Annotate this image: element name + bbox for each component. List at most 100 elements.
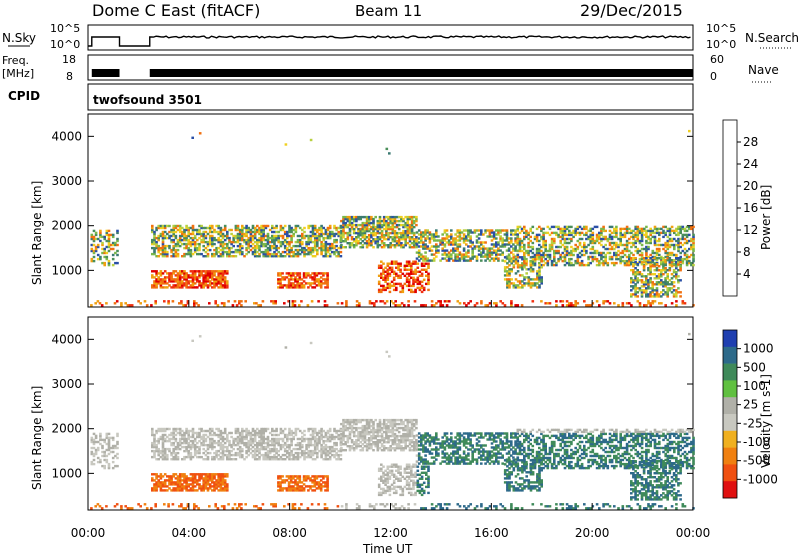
power-cell [679,295,682,298]
power-cell [454,243,457,246]
power-cell [589,227,592,231]
power-cell [598,259,601,263]
power-cell [219,274,223,277]
power-cell [521,258,524,261]
power-cell [157,282,160,285]
velocity-cell [359,449,362,452]
power-cell [679,237,682,241]
power-cell [465,259,468,262]
power-cell [324,244,328,248]
power-cell [296,278,299,281]
power-cell [292,284,295,287]
power-cell [238,230,242,234]
power-cell [589,251,592,255]
power-cell [361,236,365,239]
power-cell [636,229,640,233]
velocity-cell [228,431,231,435]
power-cell [580,227,584,231]
power-cell [326,236,330,240]
power-cell [258,236,261,240]
velocity-cell [163,453,167,457]
velocity-cell [211,445,214,449]
power-cell [186,302,190,305]
power-cell [221,280,225,283]
power-cell [288,224,291,228]
power-cell [490,229,494,232]
power-cell [427,274,430,277]
power-cell [510,229,513,232]
velocity-cell [213,455,216,459]
power-cell [634,295,637,298]
power-cell [653,269,657,272]
power-cell [668,243,672,247]
velocity-cell [202,433,205,437]
power-cell [488,235,492,238]
power-cell [525,231,528,235]
power-cell [441,241,444,244]
velocity-cell [320,445,323,449]
power-cell [251,252,255,256]
power-cell [153,286,156,289]
velocity-cell [313,431,317,435]
velocity-cell [361,428,365,432]
velocity-cell [245,443,248,447]
power-cell [311,250,315,254]
power-cell [412,238,416,241]
power-cell [296,274,299,277]
power-cell [191,280,195,283]
velocity-cell [168,433,171,437]
power-cell [178,224,182,228]
power-cell [587,263,590,267]
power-cell [111,247,115,251]
power-cell [578,233,582,237]
power-cell [430,253,434,256]
velocity-cell [230,449,233,453]
velocity-cell [174,433,178,437]
power-cell [595,233,599,237]
power-cell [677,245,680,249]
velocity-cell [264,445,268,449]
power-cell [630,269,633,272]
power-cell [561,235,565,239]
power-cell [191,240,195,244]
power-cell [642,265,646,268]
power-cell [103,255,106,259]
velocity-cell [279,445,283,449]
velocity-cell [346,437,350,440]
power-cell [241,228,244,232]
velocity-cell [337,453,340,457]
power-cell [408,238,412,241]
power-cell [649,229,652,233]
power-cell [181,276,184,279]
power-cell [563,241,567,245]
power-cell [315,280,319,283]
power-cell [589,229,592,233]
power-cell [647,229,650,233]
power-cell [376,223,380,227]
velocity-cell [90,446,94,450]
power-cell [527,249,530,253]
power-cell [501,253,504,256]
power-cell [219,280,223,283]
power-cell [247,228,250,232]
power-cell [163,282,167,285]
power-cell [326,274,329,277]
power-cell [540,266,543,269]
power-cell [350,227,354,231]
power-cell [174,242,178,246]
power-cell [213,286,216,289]
power-cell [672,285,676,288]
power-cell [198,272,201,275]
power-cell [568,233,571,237]
power-cell [447,243,451,246]
power-cell [166,276,169,279]
power-cell [458,239,462,242]
velocity-cell [264,429,268,433]
power-cell [692,233,695,237]
power-cell [640,235,644,239]
power-cell [219,284,223,287]
velocity-cell [226,433,229,437]
power-cell [368,302,372,305]
power-cell [617,304,620,307]
power-cell [628,261,631,265]
